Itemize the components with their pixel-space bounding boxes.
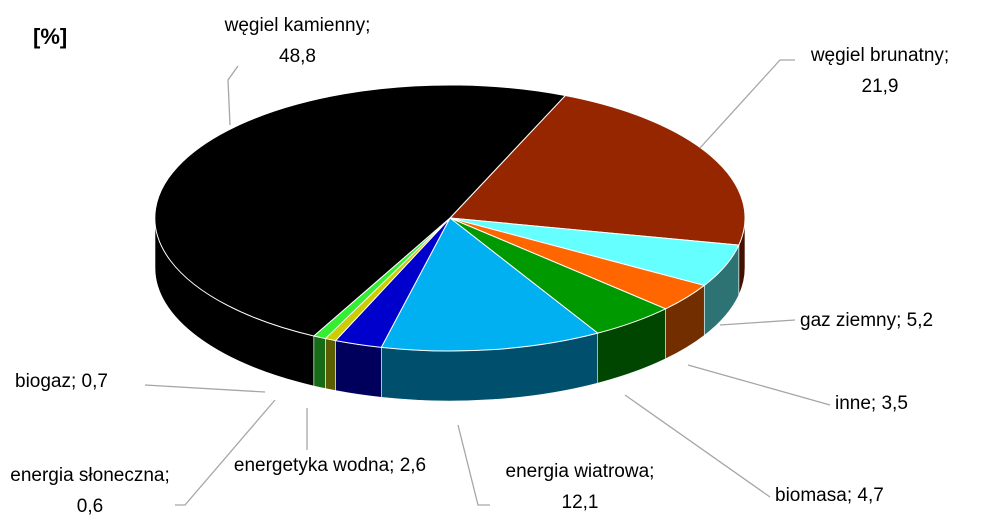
slice-side [325, 338, 336, 391]
leader-lines [144, 59, 831, 506]
data-label: węgiel kamienny; 48,8 [224, 15, 371, 67]
leader-line [624, 394, 771, 498]
slice [448, 95, 746, 246]
slice-side [313, 335, 326, 389]
chart-title: [%] [33, 24, 68, 49]
leader-line [457, 424, 490, 506]
data-label: inne; 3,5 [835, 393, 908, 414]
slice-side [335, 340, 382, 398]
leader-line [719, 319, 796, 326]
leader-line [687, 364, 831, 406]
data-label: węgiel brunatny; 21,9 [810, 45, 950, 97]
leader-line [699, 59, 795, 149]
slice [380, 217, 599, 352]
data-label: energia wiatrowa; 12,1 [505, 461, 655, 513]
data-label: biogaz; 0,7 [15, 371, 108, 392]
data-label: energetyka wodna; 2,6 [233, 455, 427, 476]
leader-line [175, 399, 276, 506]
data-label: gaz ziemny; 5,2 [800, 310, 934, 331]
data-label: biomasa; 4,7 [775, 485, 884, 506]
leader-line [227, 65, 239, 126]
leader-line [144, 384, 266, 393]
slice [154, 84, 567, 337]
data-label: energia słoneczna; 0,6 [10, 465, 170, 515]
